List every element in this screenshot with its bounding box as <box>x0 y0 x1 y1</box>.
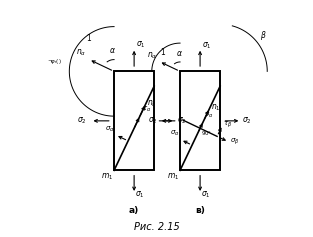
Text: $n_1$: $n_1$ <box>211 102 220 113</box>
Text: $\sigma_2$: $\sigma_2$ <box>148 116 158 126</box>
Text: $\sigma_2$: $\sigma_2$ <box>177 116 186 126</box>
Text: $\alpha$: $\alpha$ <box>109 46 115 55</box>
Text: $\sigma_1$: $\sigma_1$ <box>201 190 211 200</box>
Text: $\beta$: $\beta$ <box>259 29 266 42</box>
Text: $\sigma_2$: $\sigma_2$ <box>243 116 252 126</box>
Text: а): а) <box>129 206 139 215</box>
Text: $1$: $1$ <box>86 32 93 43</box>
Text: $\sigma_\alpha$: $\sigma_\alpha$ <box>105 124 114 134</box>
Text: $\sigma_1$: $\sigma_1$ <box>203 40 212 51</box>
Text: $\sigma_\alpha$: $\sigma_\alpha$ <box>170 129 179 138</box>
Text: Рис. 2.15: Рис. 2.15 <box>134 222 179 232</box>
Text: $n_\alpha$: $n_\alpha$ <box>147 50 158 60</box>
Text: $m_1$: $m_1$ <box>100 172 113 182</box>
Text: $m_1$: $m_1$ <box>167 172 179 182</box>
Text: $1$: $1$ <box>160 46 166 57</box>
Text: $\alpha$: $\alpha$ <box>176 49 182 58</box>
Text: $\neg\!\varphi_r\!(\,)$: $\neg\!\varphi_r\!(\,)$ <box>47 57 62 66</box>
Text: $\sigma_2$: $\sigma_2$ <box>77 116 87 126</box>
Text: $\tau_\alpha$: $\tau_\alpha$ <box>141 105 151 114</box>
Text: $n_f$: $n_f$ <box>147 98 156 109</box>
Text: $n_\alpha$: $n_\alpha$ <box>76 48 86 58</box>
Text: $\tau_\beta$: $\tau_\beta$ <box>223 119 233 130</box>
Text: $\tau_\alpha$: $\tau_\alpha$ <box>204 111 214 120</box>
Text: $90°$: $90°$ <box>201 129 213 137</box>
Text: в): в) <box>195 206 205 215</box>
Text: $\sigma_1$: $\sigma_1$ <box>136 39 146 50</box>
Text: $\sigma_1$: $\sigma_1$ <box>135 190 145 200</box>
Text: $\sigma_\beta$: $\sigma_\beta$ <box>229 137 239 147</box>
